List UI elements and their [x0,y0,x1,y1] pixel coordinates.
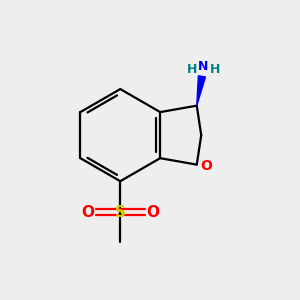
Text: H: H [187,63,197,76]
Polygon shape [197,76,206,106]
Text: H: H [210,63,220,76]
Text: O: O [146,205,160,220]
Text: N: N [198,60,208,74]
Text: O: O [81,205,94,220]
Text: O: O [200,159,212,173]
Text: S: S [115,205,126,220]
